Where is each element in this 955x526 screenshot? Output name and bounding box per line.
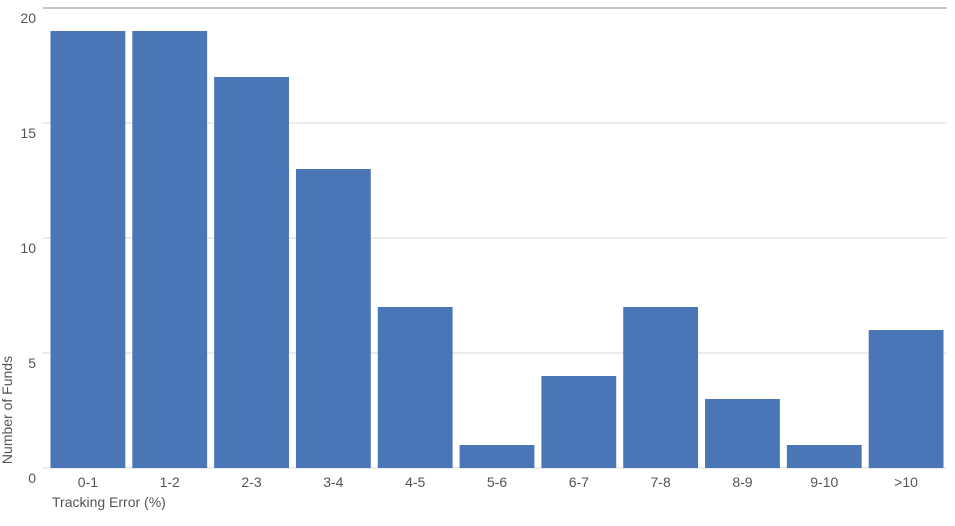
y-tick-label: 0 xyxy=(28,470,36,486)
bar-0-1 xyxy=(50,31,126,468)
bar-7-8 xyxy=(623,307,699,468)
x-tick-label: 1-2 xyxy=(160,474,180,490)
bar-3-4 xyxy=(295,169,371,468)
x-tick-label: 9-10 xyxy=(810,474,838,490)
y-tick-label: 20 xyxy=(20,10,36,26)
bar-6-7 xyxy=(541,376,617,468)
x-axis-label: Tracking Error (%) xyxy=(52,494,166,510)
x-tick-label: 0-1 xyxy=(78,474,98,490)
bar-8-9 xyxy=(705,399,780,468)
x-tick-label: 2-3 xyxy=(241,474,261,490)
x-tick-label: >10 xyxy=(894,474,918,490)
y-axis-label: Number of Funds xyxy=(0,356,15,464)
x-tick-label: 3-4 xyxy=(323,474,343,490)
x-tick-label: 7-8 xyxy=(651,474,671,490)
y-tick-labels: 0 5 10 15 20 xyxy=(20,10,36,486)
bar-1-2 xyxy=(132,31,208,468)
bar->10 xyxy=(868,330,944,468)
bar-2-3 xyxy=(214,77,289,468)
bar-5-6 xyxy=(459,445,535,468)
y-tick-label: 15 xyxy=(20,125,36,141)
bar-4-5 xyxy=(377,307,453,468)
bar-9-10 xyxy=(786,445,862,468)
y-tick-label: 5 xyxy=(28,355,36,371)
x-tick-label: 4-5 xyxy=(405,474,425,490)
x-tick-label: 5-6 xyxy=(487,474,507,490)
x-tick-label: 6-7 xyxy=(569,474,589,490)
y-tick-label: 10 xyxy=(20,240,36,256)
x-tick-label: 8-9 xyxy=(732,474,752,490)
bars xyxy=(50,31,944,468)
x-tick-labels: 0-1 1-2 2-3 3-4 4-5 5-6 6-7 7-8 8-9 9-10 >10 xyxy=(78,474,918,490)
